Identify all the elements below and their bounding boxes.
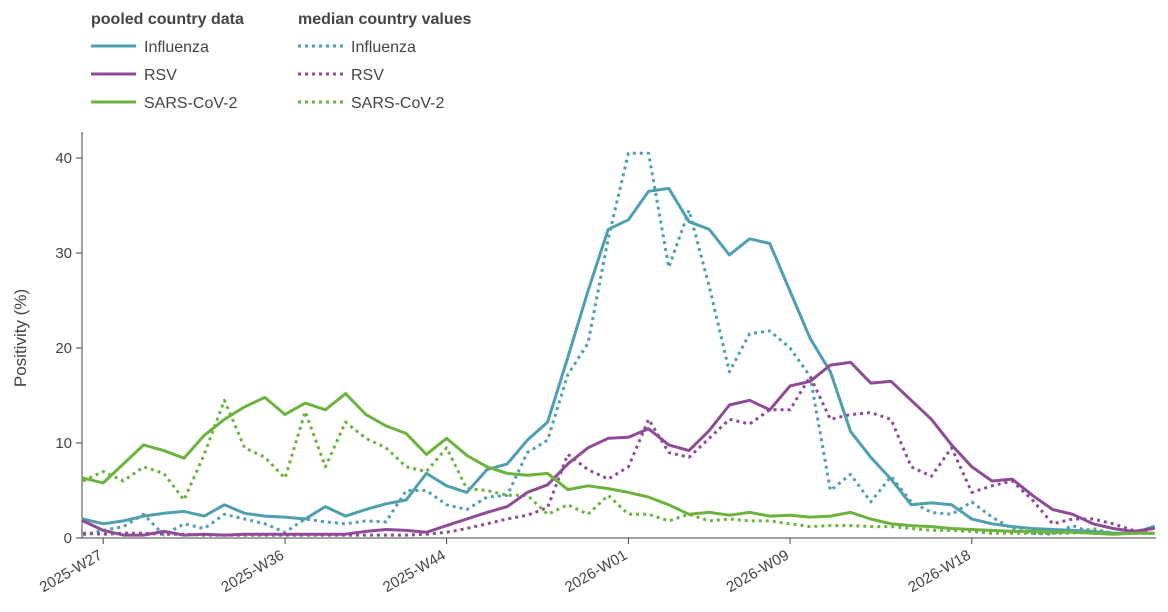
series-line-rsv-pooled[interactable] [81,360,1156,537]
legend-label-sars-pooled[interactable]: SARS-CoV-2 [144,95,237,112]
y-tick-label: 30 [55,245,72,262]
x-tick-label: 2026-W01 [562,547,630,596]
y-tick-label: 10 [55,435,72,452]
legend-heading-pooled: pooled country data [91,11,244,28]
series-line-sars-cov-2-pooled[interactable] [81,392,1156,536]
x-tick-label: 2026-W09 [724,547,792,596]
legend: pooled country data median country value… [91,11,471,112]
y-axis: 0 10 20 30 40 [55,132,83,547]
series-line-influenza-median[interactable] [82,151,1154,537]
y-tick-label: 20 [55,340,72,357]
y-tick-label: 0 [64,530,72,547]
series-layer [81,151,1156,537]
x-axis: 2025-W27 2025-W36 2025-W44 2026-W01 2026-W09… [37,537,1156,596]
x-tick-label: 2025-W36 [219,547,287,596]
legend-heading-median: median country values [298,11,471,28]
legend-label-rsv-pooled[interactable]: RSV [144,67,177,84]
x-tick-label: 2025-W27 [37,547,105,596]
x-tick-label: 2026-W18 [905,547,973,596]
legend-label-influenza-pooled[interactable]: Influenza [144,39,209,56]
legend-label-sars-median[interactable]: SARS-CoV-2 [351,95,444,112]
series-line-sars-cov-2-median[interactable] [82,398,1154,535]
series-line-influenza-pooled[interactable] [81,186,1156,535]
x-tick-label: 2025-W44 [380,547,448,596]
y-axis-title: Positivity (%) [11,289,30,387]
legend-label-influenza-median[interactable]: Influenza [351,39,416,56]
y-tick-label: 40 [55,150,72,167]
legend-label-rsv-median[interactable]: RSV [351,67,384,84]
